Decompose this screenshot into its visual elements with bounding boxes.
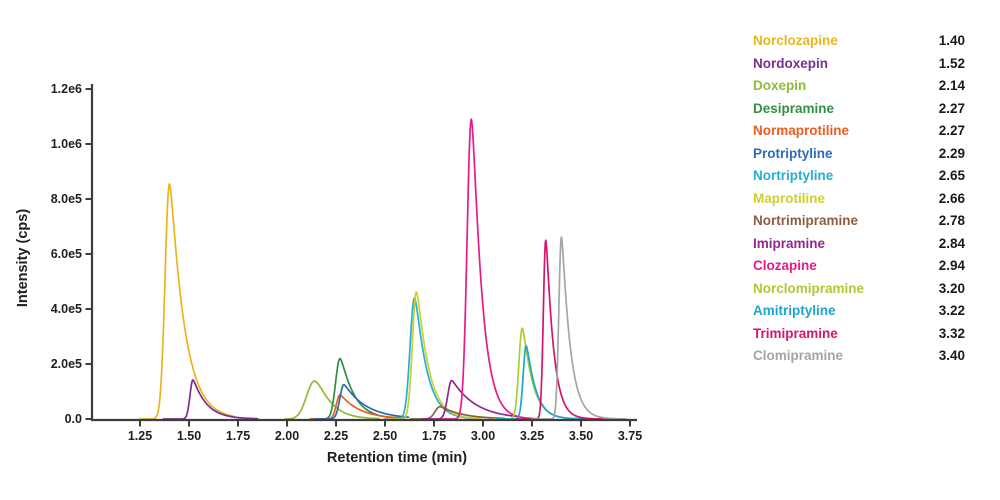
chromatogram-chart: 1.25 1.50 1.75 2.00 2.25 2.50 1.75 3.00 3.25 3.50…	[15, 82, 642, 466]
legend-item-nortriptyline: Nortriptyline 2.65	[753, 165, 965, 188]
legend-item-norclozapine: Norclozapine 1.40	[753, 30, 965, 53]
legend-compound-name: Clozapine	[753, 258, 817, 273]
legend-item-amitriptyline: Amitriptyline 3.22	[753, 300, 965, 323]
y-tick-label: 1.2e6	[51, 82, 82, 96]
legend-compound-name: Protriptyline	[753, 145, 833, 161]
x-tick-label: 1.25	[128, 429, 152, 443]
legend-rt-value: 2.27	[938, 100, 965, 116]
legend-rt-value: 2.84	[938, 235, 965, 251]
legend-compound-name: Norclozapine	[753, 33, 838, 48]
legend-rt-value: 3.22	[938, 303, 965, 318]
chart-axes: 1.25 1.50 1.75 2.00 2.25 2.50 1.75 3.00 3.25 3.50…	[51, 82, 642, 443]
legend-item-norclomipramine: Norclomipramine 3.20	[753, 278, 965, 301]
x-tick-label: 2.25	[324, 429, 348, 443]
legend-item-normaprotiline: Normaprotiline 2.27	[753, 120, 965, 143]
legend-compound-name: Desipramine	[753, 100, 835, 116]
legend-rt-value: 3.20	[938, 280, 965, 296]
legend-item-clomipramine: Clomipramine 3.40	[753, 345, 965, 368]
legend-item-protriptyline: Protriptyline 2.29	[753, 143, 965, 166]
x-tick-label: 1.75	[226, 429, 250, 443]
legend-rt-value: 2.65	[938, 168, 965, 183]
legend-rt-value: 3.32	[938, 325, 965, 341]
legend-rt-value: 2.29	[938, 145, 965, 161]
trace-maprotiline	[386, 291, 482, 420]
legend-item-imipramine: Imipramine 2.84	[753, 233, 965, 256]
y-tick-label: 6.0e5	[51, 247, 82, 261]
legend-compound-name: Doxepin	[753, 78, 807, 93]
legend-compound-name: Clomipramine	[753, 348, 844, 363]
x-tick-label: 1.50	[177, 429, 201, 443]
legend-item-desipramine: Desipramine 2.27	[753, 98, 965, 121]
y-tick-label: 2.0e5	[51, 357, 82, 371]
trace-protriptyline	[313, 383, 410, 420]
x-tick-label: 2.00	[275, 429, 299, 443]
legend-rt-value: 2.14	[938, 78, 965, 93]
trace-clozapine	[440, 118, 537, 420]
trace-nordoxepin	[162, 379, 259, 420]
legend-rt-value: 1.40	[938, 33, 965, 48]
legend-compound-name: Maprotiline	[753, 190, 826, 206]
y-tick-label: 8.0e5	[51, 192, 82, 206]
legend-rt-value: 2.94	[938, 258, 965, 273]
legend-compound-name: Amitriptyline	[753, 303, 836, 318]
legend-rt-value: 3.40	[938, 348, 965, 363]
x-axis-label: Retention time (min)	[327, 450, 467, 466]
x-tick-label: 2.50	[373, 429, 397, 443]
trace-norclozapine	[139, 183, 235, 420]
legend-compound-name: Nortrimipramine	[753, 213, 859, 228]
legend-item-maprotiline: Maprotiline 2.66	[753, 188, 965, 211]
y-axis-label: Intensity (cps)	[15, 209, 31, 307]
legend-rt-value: 2.78	[938, 213, 965, 228]
x-tick-label: 3.50	[569, 429, 593, 443]
legend-compound-name: Norclomipramine	[753, 280, 865, 296]
x-tick-label: 3.00	[471, 429, 495, 443]
y-tick-label: 0.0	[65, 412, 82, 426]
legend-rt-value: 2.27	[938, 123, 965, 138]
y-tick-label: 1.0e6	[51, 137, 82, 151]
legend-compound-name: Nortriptyline	[753, 168, 834, 183]
x-tick-label: 1.75	[422, 429, 446, 443]
x-tick-label: 3.25	[520, 429, 544, 443]
trace-desipramine	[309, 357, 406, 420]
retention-time-legend: Norclozapine 1.40 Nordoxepin 1.52 Doxepin 2.1…	[753, 30, 965, 368]
legend-compound-name: Trimipramine	[753, 325, 838, 341]
x-tick-label: 3.75	[618, 429, 642, 443]
trace-doxepin	[284, 380, 380, 420]
legend-item-trimipramine: Trimipramine 3.32	[753, 323, 965, 346]
legend-compound-name: Nordoxepin	[753, 55, 829, 71]
trace-clomipramine	[531, 236, 627, 420]
y-tick-label: 4.0e5	[51, 302, 82, 316]
legend-item-nordoxepin: Nordoxepin 1.52	[753, 53, 965, 76]
legend-rt-value: 2.66	[938, 190, 965, 206]
legend-compound-name: Imipramine	[753, 235, 826, 251]
legend-item-nortrimipramine: Nortrimipramine 2.78	[753, 210, 965, 233]
legend-compound-name: Normaprotiline	[753, 123, 850, 138]
legend-item-clozapine: Clozapine 2.94	[753, 255, 965, 278]
legend-rt-value: 1.52	[938, 55, 965, 71]
chromatogram-plot: 1.25 1.50 1.75 2.00 2.25 2.50 1.75 3.00 3.25 3.50…	[15, 82, 642, 466]
chromatogram-traces	[139, 118, 627, 420]
legend-item-doxepin: Doxepin 2.14	[753, 75, 965, 98]
